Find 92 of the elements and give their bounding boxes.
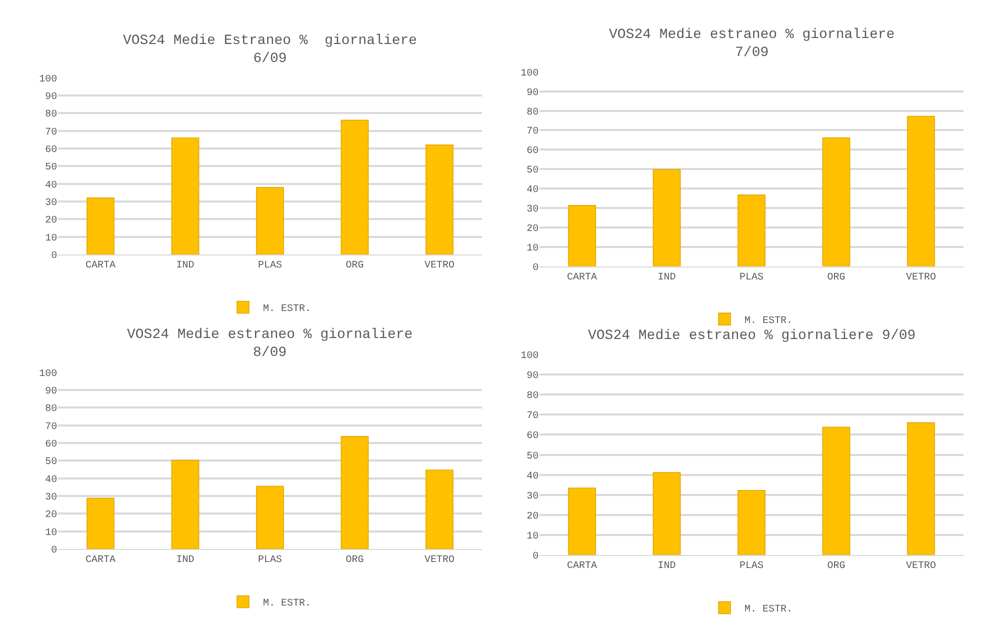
bar (171, 460, 200, 549)
y-tick-label: 40 (45, 474, 58, 486)
bar (256, 486, 284, 549)
y-tick-label: 40 (526, 185, 539, 196)
y-tick-label: 50 (45, 457, 58, 468)
x-tick-label: IND (658, 560, 676, 572)
y-tick-label: 60 (45, 144, 58, 156)
y-tick-label: 70 (526, 411, 539, 422)
y-tick-label: 80 (45, 110, 58, 121)
bar (426, 470, 454, 549)
y-tick-label: 70 (45, 422, 58, 433)
y-tick-label: 60 (45, 439, 58, 450)
x-tick-label: IND (658, 272, 676, 284)
x-tick-label: CARTA (86, 260, 116, 272)
y-tick-label: 10 (526, 243, 539, 254)
x-tick-label: VETRO (906, 560, 936, 572)
y-tick-label: 60 (526, 431, 539, 442)
bar (652, 169, 681, 266)
legend-label: M. ESTR. (744, 604, 793, 616)
bar (86, 198, 114, 254)
x-tick-label: PLAS (740, 272, 764, 284)
x-tick-label: PLAS (258, 554, 282, 566)
x-tick-label: PLAS (740, 560, 764, 572)
y-tick-label: 0 (51, 545, 58, 556)
x-tick-label: PLAS (258, 260, 282, 272)
y-tick-label: 0 (532, 551, 539, 562)
y-tick-label: 70 (526, 126, 539, 138)
bar (907, 116, 935, 266)
bar (652, 472, 681, 555)
y-tick-label: 100 (39, 74, 58, 86)
y-tick-label: 100 (520, 351, 539, 362)
x-tick-label: VETRO (424, 554, 455, 566)
y-tick-label: 10 (45, 233, 58, 244)
x-tick-label: CARTA (86, 554, 116, 566)
legend-label: M. ESTR. (263, 598, 312, 610)
y-tick-label: 0 (51, 250, 58, 262)
y-tick-label: 50 (526, 451, 539, 462)
bar (568, 205, 596, 266)
bar (340, 120, 369, 254)
y-tick-label: 100 (39, 368, 58, 380)
y-tick-label: 30 (526, 491, 539, 502)
y-tick-label: 10 (526, 531, 539, 542)
y-tick-label: 30 (45, 198, 58, 209)
y-tick-label: 90 (45, 92, 58, 103)
x-tick-label: ORG (346, 260, 364, 272)
bar (738, 194, 766, 266)
x-tick-label: ORG (827, 560, 846, 572)
chart-title: VOS24 Medie estraneo % giornaliere 8/09 (127, 327, 413, 362)
y-tick-label: 30 (526, 204, 539, 216)
y-tick-label: 30 (45, 492, 58, 504)
y-tick-label: 80 (526, 107, 539, 118)
y-tick-label: 40 (526, 471, 539, 482)
bar (907, 422, 935, 555)
y-tick-label: 20 (526, 511, 539, 522)
x-tick-label: IND (176, 554, 194, 566)
bar (86, 498, 114, 549)
y-tick-label: 80 (45, 404, 58, 416)
chart-title: VOS24 Medie estraneo % giornaliere 9/09 (588, 328, 916, 344)
y-tick-label: 50 (45, 162, 58, 174)
bar (568, 488, 596, 555)
y-tick-label: 20 (45, 510, 58, 522)
bar (738, 490, 766, 555)
y-tick-label: 90 (526, 371, 539, 382)
y-tick-label: 20 (45, 216, 58, 227)
legend-label: M. ESTR. (744, 316, 793, 327)
y-tick-label: 90 (45, 386, 58, 398)
y-tick-label: 70 (45, 127, 58, 138)
legend-label: M. ESTR. (263, 304, 312, 316)
y-tick-label: 0 (532, 262, 539, 274)
y-tick-label: 10 (45, 528, 58, 539)
x-tick-label: ORG (346, 554, 364, 566)
x-tick-label: IND (176, 260, 194, 272)
bar (822, 426, 850, 555)
bar (426, 144, 454, 254)
x-tick-label: ORG (827, 272, 846, 284)
bar (171, 137, 200, 254)
x-tick-label: CARTA (567, 272, 598, 284)
x-tick-label: VETRO (424, 260, 455, 272)
y-tick-label: 40 (45, 180, 58, 192)
bar (256, 186, 284, 254)
bar (822, 137, 850, 266)
chart-title: VOS24 Medie estraneo % giornaliere 7/09 (609, 27, 895, 62)
y-tick-label: 50 (526, 166, 539, 177)
y-tick-label: 60 (526, 146, 539, 158)
chart-title: VOS24 Medie Estraneo % giornaliere 6/09 (123, 33, 418, 68)
y-tick-label: 80 (526, 391, 539, 402)
y-tick-label: 20 (526, 224, 539, 235)
bar (340, 436, 369, 549)
y-tick-label: 90 (526, 88, 539, 99)
x-tick-label: CARTA (567, 560, 598, 572)
x-tick-label: VETRO (906, 272, 936, 284)
y-tick-label: 100 (520, 68, 539, 80)
